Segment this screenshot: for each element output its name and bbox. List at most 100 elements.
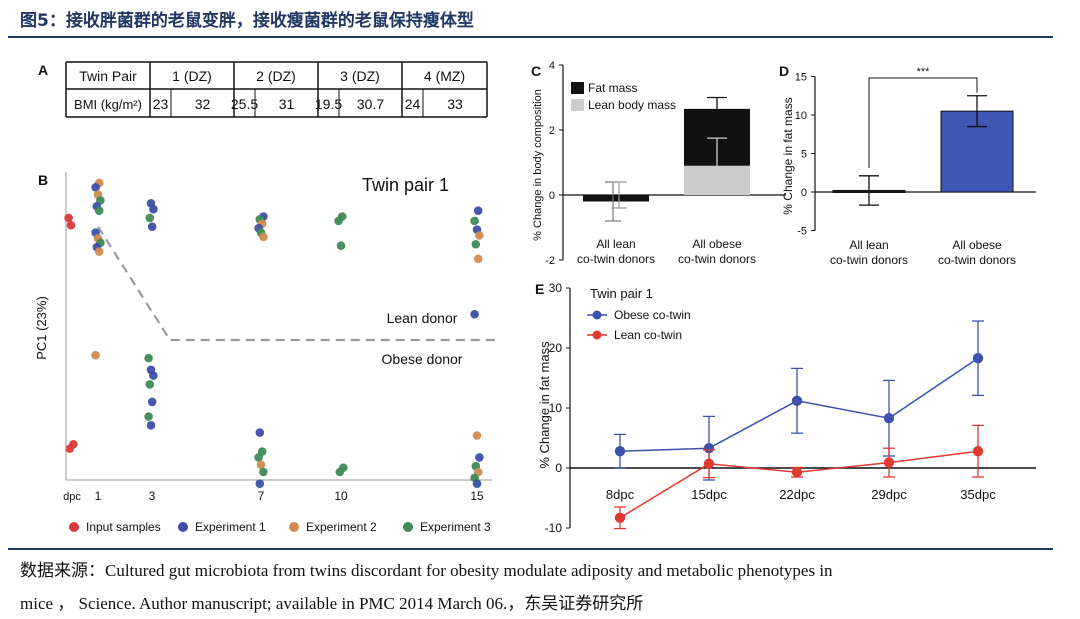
b-scatter-point: [475, 231, 484, 240]
e-x-tick-label: 15dpc: [691, 487, 727, 502]
b-scatter-point: [473, 467, 483, 477]
d-category-label: co-twin donors: [938, 253, 1016, 267]
b-scatter-point: [472, 431, 482, 440]
table-header-cell: 1 (DZ): [172, 68, 212, 84]
d-y-tick-label: 0: [801, 187, 807, 199]
b-scatter-point: [254, 453, 263, 462]
e-y-tick-label: 10: [549, 401, 563, 415]
c-category-label: All obese: [692, 237, 742, 251]
b-legend-label: Experiment 2: [306, 520, 377, 534]
table-value-cell: 23: [153, 96, 169, 112]
b-x-tick: 7: [258, 489, 265, 503]
b-scatter-point: [91, 228, 100, 237]
b-scatter-point: [470, 473, 479, 483]
e-point: [972, 353, 984, 364]
b-legend-swatch: [289, 522, 299, 532]
e-series-line: [619, 357, 979, 452]
b-scatter-point: [335, 467, 345, 477]
panel-label-c: C: [531, 63, 541, 79]
b-x-tick: 1: [95, 489, 102, 503]
table-value-cell: 31: [279, 96, 295, 112]
b-scatter-point: [255, 428, 265, 437]
table-row-label: BMI (kg/m²): [74, 97, 142, 112]
b-title: Twin pair 1: [362, 175, 449, 195]
b-x-tick: 3: [149, 489, 156, 503]
e-point: [703, 443, 715, 454]
b-scatter-point: [92, 242, 102, 252]
e-x-tick-label: 22dpc: [779, 487, 815, 502]
table-header-cell: 3 (DZ): [340, 68, 380, 84]
d-bar: [832, 189, 906, 193]
b-scatter-point: [470, 216, 479, 226]
b-scatter-point: [334, 216, 343, 226]
b-scatter-point: [255, 479, 265, 488]
bottom-rule: [8, 548, 1053, 550]
e-point: [791, 395, 803, 406]
b-scatter-point: [256, 228, 266, 237]
e-point: [972, 446, 984, 457]
c-legend-label: Fat mass: [588, 81, 637, 95]
e-x-tick-label: 35dpc: [960, 487, 996, 502]
b-divider-line: [97, 226, 497, 342]
b-scatter-point: [254, 223, 263, 233]
b-scatter-point: [96, 196, 105, 205]
table-value-cell: 30.7: [357, 96, 384, 112]
b-scatter-point: [93, 234, 103, 243]
b-x-prefix: dpc: [63, 491, 81, 503]
b-scatter-point: [472, 479, 482, 488]
b-x-tick: 15: [470, 489, 484, 503]
e-legend-marker: [592, 310, 602, 320]
d-category-label: All obese: [952, 238, 1002, 252]
figure-title: 图5：接收胖菌群的老鼠变胖，接收瘦菌群的老鼠保持瘦体型: [20, 11, 474, 31]
d-significance-bracket: [868, 77, 978, 169]
e-y-tick-label: 0: [555, 461, 562, 475]
e-y-tick-label: -10: [545, 521, 563, 535]
b-scatter-point: [145, 213, 155, 223]
c-category-label: co-twin donors: [577, 252, 655, 266]
d-y-tick-label: 5: [801, 149, 807, 161]
b-scatter-point: [471, 461, 481, 471]
e-series-line: [619, 450, 979, 519]
b-scatter-point: [65, 444, 75, 453]
c-legend-swatch: [571, 82, 584, 94]
e-legend-label: Lean co-twin: [614, 328, 682, 342]
c-bar-fat: [583, 195, 649, 202]
table-header-cell: Twin Pair: [79, 68, 137, 84]
b-scatter-point: [64, 213, 73, 223]
table-value-cell: 24: [405, 96, 421, 112]
b-scatter-point: [259, 467, 268, 477]
panel-label-a: A: [38, 62, 48, 78]
e-x-tick-label: 29dpc: [871, 487, 907, 502]
b-scatter-point: [94, 247, 104, 256]
b-scatter-point: [337, 212, 347, 221]
c-ylabel: % Change in body composition: [532, 89, 544, 241]
b-annotation-obese: Obese donor: [382, 351, 463, 367]
b-scatter-point: [69, 439, 78, 449]
c-bar-fat: [684, 108, 750, 166]
b-legend-swatch: [69, 522, 79, 532]
b-legend-swatch: [403, 522, 413, 532]
c-legend-label: Lean body mass: [588, 98, 676, 112]
e-y-tick-label: 20: [549, 341, 563, 355]
b-scatter-point: [149, 204, 158, 214]
e-legend-marker: [592, 330, 602, 340]
b-scatter-point: [144, 353, 153, 363]
source-line-2: mice ， Science. Author manuscript; avail…: [20, 594, 644, 613]
e-point: [614, 512, 626, 523]
b-scatter-point: [144, 412, 153, 421]
b-annotation-lean: Lean donor: [387, 310, 458, 326]
b-scatter-point: [257, 219, 267, 229]
d-y-tick-label: -5: [797, 226, 807, 238]
b-scatter-point: [471, 239, 481, 249]
b-legend-label: Input samples: [86, 520, 161, 534]
b-scatter-point: [146, 420, 156, 430]
d-bar: [940, 110, 1014, 193]
b-scatter-point: [93, 190, 103, 199]
c-y-tick-label: 4: [549, 60, 555, 72]
table-value-cell: 19.5: [315, 96, 342, 112]
b-scatter-point: [96, 238, 105, 248]
b-scatter-point: [336, 241, 346, 250]
d-y-tick-label: 10: [795, 110, 807, 122]
b-scatter-point: [91, 350, 100, 360]
